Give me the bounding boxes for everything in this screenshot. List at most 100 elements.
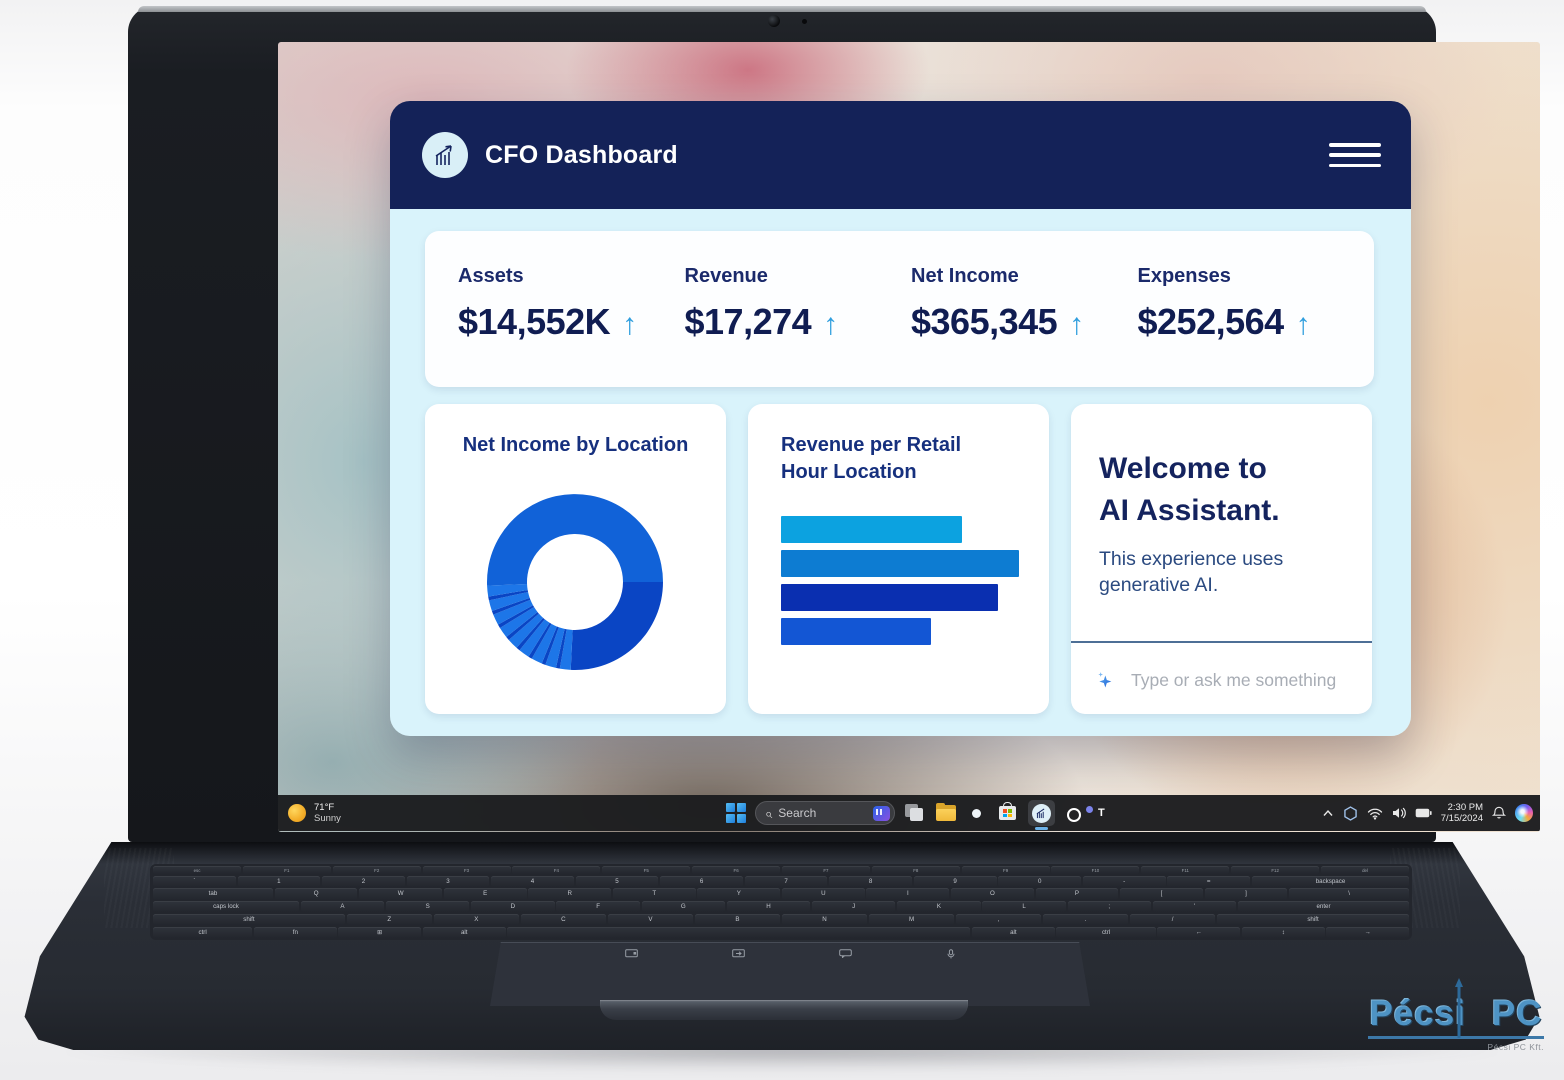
key-F9: F9 — [961, 866, 1050, 874]
divider — [1071, 641, 1372, 643]
speaker-icon[interactable] — [1392, 807, 1406, 819]
chat-icon — [838, 949, 852, 958]
trackpad — [490, 942, 1090, 1006]
key-U: U — [781, 888, 865, 900]
cfo-dashboard-window: CFO Dashboard Assets $14,552K ↑ Reve — [390, 101, 1411, 736]
trend-up-icon: ↑ — [1069, 308, 1085, 341]
tray-time: 2:30 PM — [1447, 801, 1483, 813]
mic-icon — [947, 949, 954, 959]
key-del: del — [1320, 866, 1410, 874]
key-.: . — [1043, 913, 1129, 926]
card-title: Net Income by Location — [462, 434, 689, 456]
watermark-word: Pécsi — [1369, 994, 1466, 1033]
revenue-bar-chart — [781, 516, 1019, 652]
kpi-summary-card: Assets $14,552K ↑ Revenue $17,274 ↑ — [425, 231, 1374, 387]
lid-top-edge — [138, 6, 1426, 12]
tray-chevron-icon[interactable] — [1322, 809, 1334, 817]
key-F2: F2 — [332, 866, 421, 874]
trend-up-icon: ↑ — [622, 308, 638, 341]
key-R: R — [528, 888, 612, 900]
key-[: [ — [1120, 888, 1203, 900]
key-F10: F10 — [1051, 866, 1140, 874]
key-enter: enter — [1238, 901, 1409, 913]
key-C: C — [520, 913, 606, 926]
key-,: , — [955, 913, 1042, 926]
key-0: 0 — [998, 875, 1082, 887]
key-caps lock: caps lock — [153, 901, 299, 913]
laptop-base: esc F1 F2 F3 F4 F5 F6 F7 F8 F9 F10 F11 F12 del ` 1 2 3 4 5 6… — [24, 842, 1540, 1050]
notifications-bell-icon[interactable] — [1492, 806, 1506, 820]
weather-temp: 71°F — [314, 802, 335, 813]
cfo-dashboard-app-icon[interactable] — [1028, 800, 1055, 830]
microsoft-store-icon[interactable] — [997, 802, 1019, 824]
assistant-description: This experience uses generative AI. — [1099, 548, 1284, 596]
watermark-underline — [1368, 1036, 1544, 1039]
pinwheel-app-icon[interactable] — [966, 802, 988, 824]
kpi-revenue: Revenue $17,274 ↑ — [685, 265, 912, 387]
key-P: P — [1035, 888, 1119, 900]
sun-icon — [288, 804, 306, 822]
keyboard: esc F1 F2 F3 F4 F5 F6 F7 F8 F9 F10 F11 F12 del ` 1 2 3 4 5 6… — [150, 864, 1412, 940]
watermark-subtitle: Pécsi PC Kft. — [1487, 1042, 1544, 1052]
copilot-icon[interactable] — [1515, 804, 1533, 822]
search-input[interactable] — [778, 806, 859, 820]
outlook-icon[interactable] — [1064, 802, 1086, 824]
key-F12: F12 — [1231, 866, 1320, 874]
key-F11: F11 — [1141, 866, 1230, 874]
ai-assistant-card: Welcome to AI Assistant. This experience… — [1071, 404, 1372, 714]
webcam-indicator — [802, 19, 807, 24]
key-V: V — [607, 913, 694, 926]
key-X: X — [433, 913, 519, 926]
key-alt: alt — [422, 926, 506, 938]
hamburger-menu-icon[interactable] — [1329, 140, 1381, 170]
donut-segment-5 — [531, 623, 557, 664]
donut-segment-2 — [555, 628, 567, 669]
key-F6: F6 — [692, 866, 781, 874]
key-fn: fn — [253, 926, 337, 938]
teams-icon[interactable] — [1095, 802, 1117, 824]
key-ctrl: ctrl — [1056, 926, 1156, 938]
key-9: 9 — [913, 875, 997, 887]
search-highlights-icon — [873, 805, 890, 821]
key-S: S — [385, 901, 470, 913]
start-button[interactable] — [726, 803, 746, 823]
net-income-donut-chart — [487, 494, 663, 671]
assistant-input[interactable] — [1131, 669, 1356, 691]
kpi-label: Net Income — [911, 265, 1019, 287]
weather-widget[interactable]: 71°F Sunny — [288, 795, 341, 831]
donut-segment-0 — [570, 582, 663, 671]
wifi-icon[interactable] — [1367, 807, 1383, 820]
key-8: 8 — [829, 875, 912, 887]
donut-segment-10 — [506, 611, 539, 640]
assistant-heading: Welcome to AI Assistant. — [1099, 452, 1280, 527]
key-A: A — [300, 901, 385, 913]
donut-segment-16 — [488, 589, 529, 601]
task-view-icon[interactable] — [904, 802, 926, 824]
key-F4: F4 — [512, 866, 601, 874]
key-→: → — [1326, 926, 1410, 938]
key-': ' — [1152, 901, 1237, 913]
file-explorer-icon[interactable] — [935, 802, 957, 824]
donut-segment-3 — [545, 627, 565, 668]
key-F3: F3 — [422, 866, 511, 874]
key-shift: shift — [1217, 913, 1409, 926]
tray-date: 7/15/2024 — [1440, 813, 1483, 824]
weather-condition: Sunny — [314, 813, 341, 824]
key-6: 6 — [660, 875, 743, 887]
tray-hexagon-icon[interactable] — [1343, 805, 1358, 821]
kpi-value: $17,274 — [684, 301, 812, 342]
watermark: Pécsi PC Pécsi PC Kft. — [1368, 978, 1544, 1052]
donut-segment-14 — [491, 597, 531, 615]
clock-widget[interactable]: 2:30 PM 7/15/2024 — [1441, 802, 1483, 825]
key-H: H — [726, 901, 811, 913]
key--: - — [1082, 875, 1166, 887]
key-alt: alt — [972, 926, 1055, 938]
key-F7: F7 — [781, 866, 870, 874]
revenue-bar-1 — [781, 550, 1019, 577]
battery-icon[interactable] — [1415, 808, 1432, 818]
key-4: 4 — [491, 875, 574, 887]
kpi-value: $252,564 — [1137, 301, 1285, 342]
donut-segment-7 — [519, 619, 550, 657]
taskbar-search[interactable]: ⌕ — [755, 801, 895, 825]
key-;: ; — [1067, 901, 1151, 913]
